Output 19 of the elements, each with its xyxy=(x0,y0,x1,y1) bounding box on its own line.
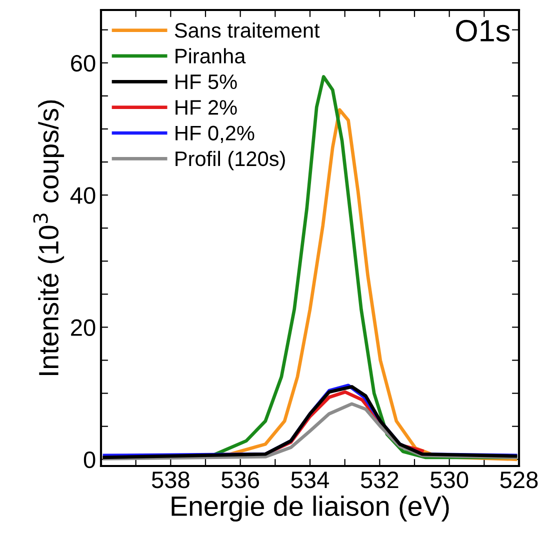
legend-label: HF 5% xyxy=(176,74,237,90)
annotation: O1s xyxy=(456,20,510,42)
x-tick-label: 528 xyxy=(500,471,538,488)
x-tick-label: 536 xyxy=(222,471,259,488)
y-axis-title: Intensité (10$^{3}$ coups/s) xyxy=(33,100,64,376)
y-tick-label: 20 xyxy=(71,319,96,336)
legend-label: Sans traitement xyxy=(174,22,320,38)
x-axis-title: Energie de liaison (eV) xyxy=(172,496,449,522)
y-tick-label: 40 xyxy=(70,187,96,204)
legend-label: HF 0,2% xyxy=(176,126,254,143)
legend-label: Piranha xyxy=(176,48,246,64)
y-tick-label: 60 xyxy=(71,54,96,72)
x-tick-label: 538 xyxy=(152,471,190,488)
x-tick-label: 532 xyxy=(360,471,398,488)
x-tick-label: 530 xyxy=(430,471,468,488)
y-tick-label: 0 xyxy=(84,451,96,468)
legend-label: HF 2% xyxy=(176,100,237,115)
legend-label: Profil (120s) xyxy=(176,150,285,170)
x-tick-label: 534 xyxy=(291,471,330,488)
